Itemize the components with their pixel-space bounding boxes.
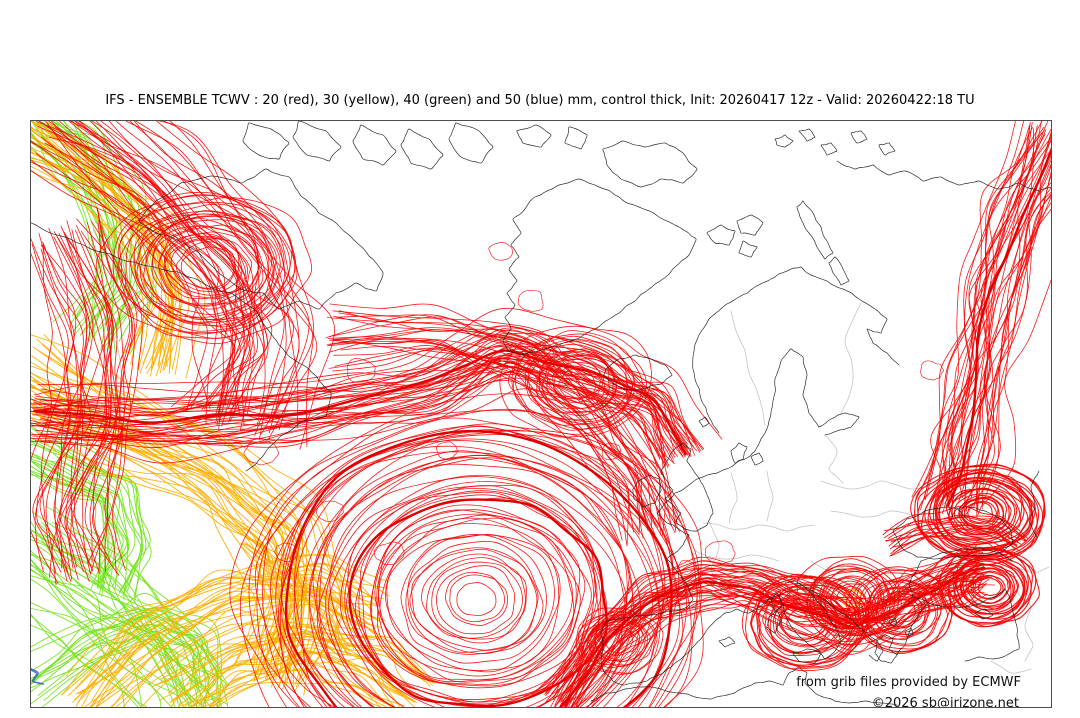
chart-title: IFS - ENSEMBLE TCWV : 20 (red), 30 (yell…	[105, 93, 975, 108]
credit-copyright: ©2026 sb@irizone.net	[872, 696, 1019, 707]
coastlines-layer	[31, 121, 1051, 706]
ensemble-contours-layer	[31, 121, 1051, 707]
ensemble-map-svg: from grib files provided by ECMWF ©2026 …	[31, 121, 1051, 707]
map-frame: from grib files provided by ECMWF ©2026 …	[30, 120, 1052, 708]
credit-source: from grib files provided by ECMWF	[796, 675, 1021, 690]
